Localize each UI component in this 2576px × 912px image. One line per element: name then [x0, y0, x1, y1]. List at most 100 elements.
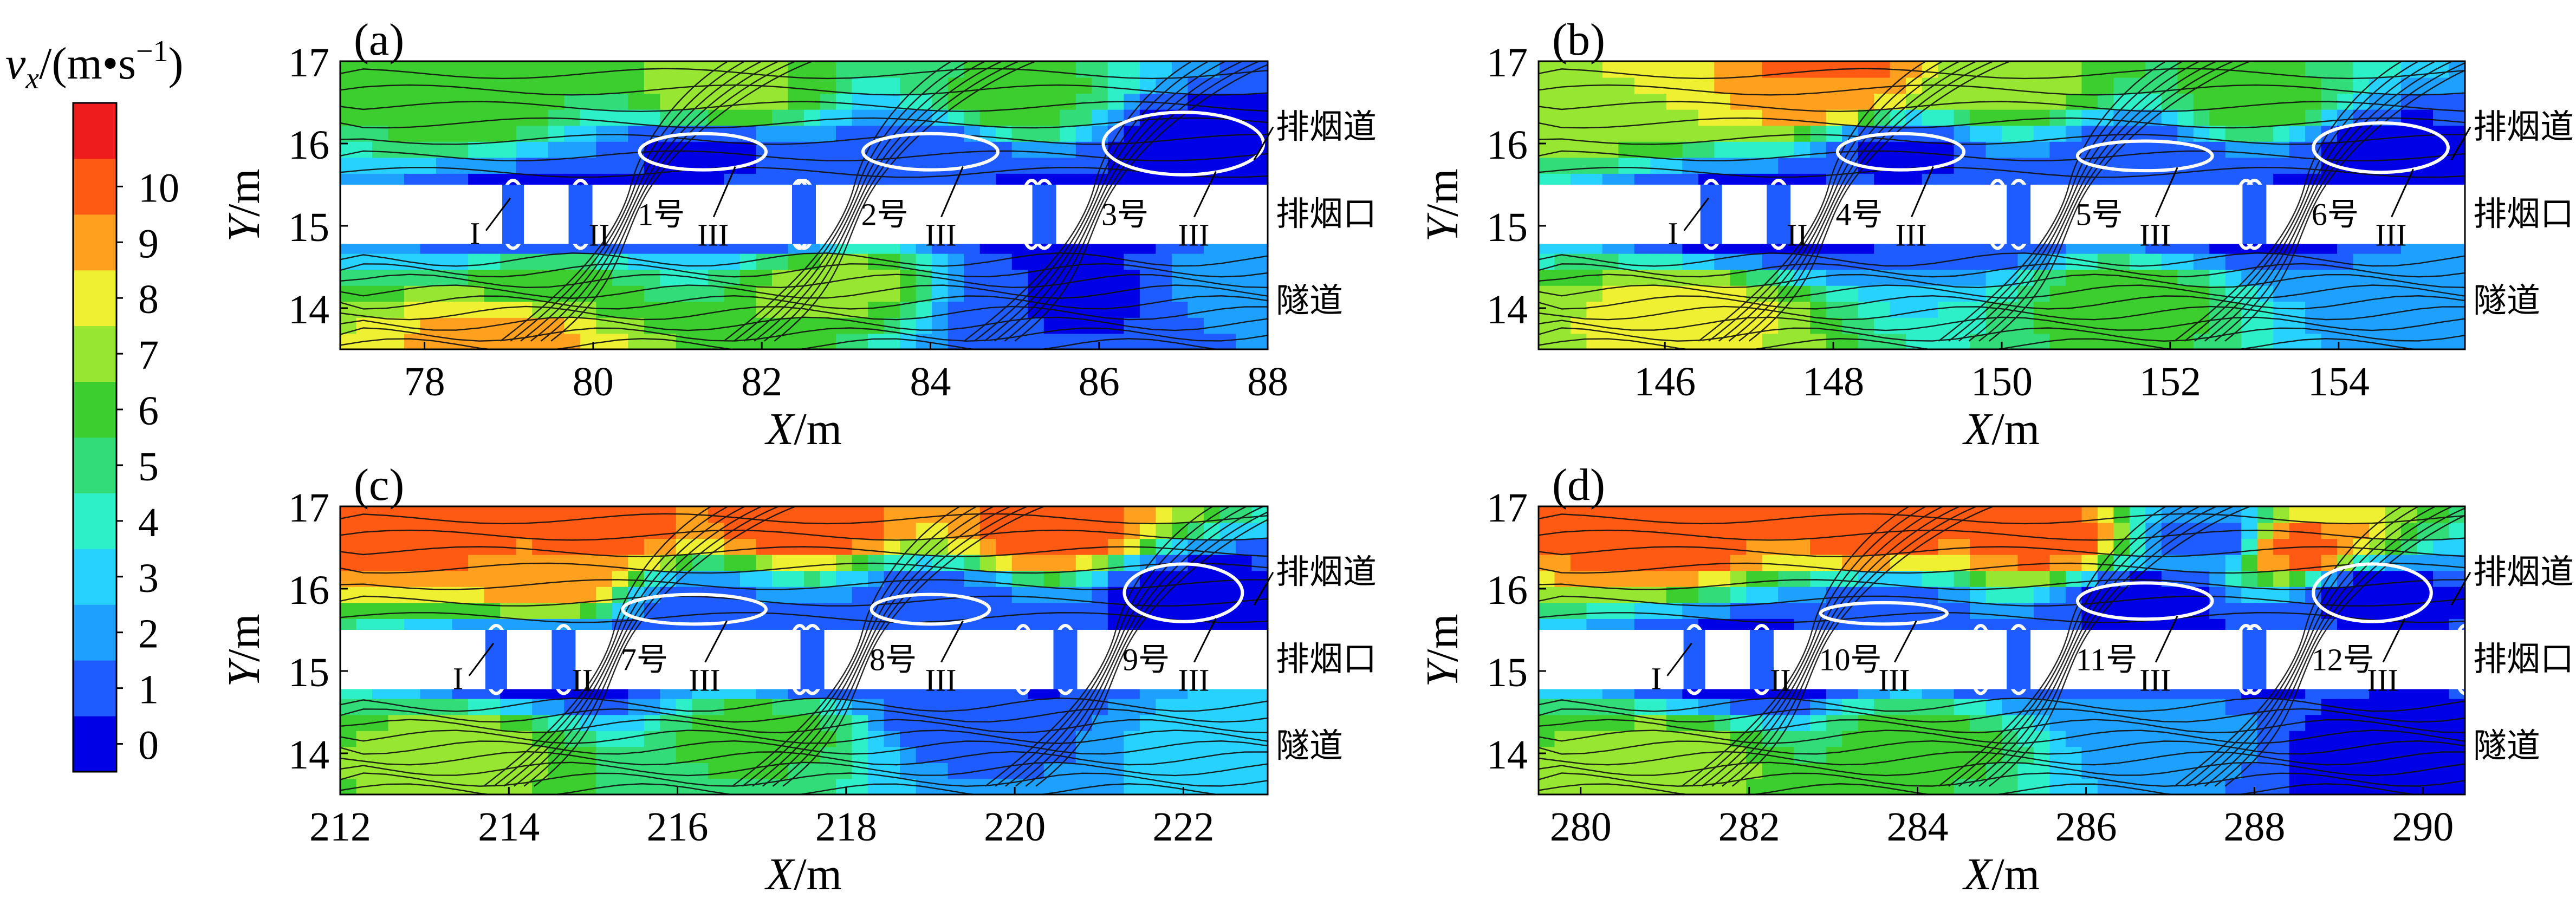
field-cell: [1075, 157, 1093, 174]
field-cell: [788, 570, 804, 587]
field-cell: [1219, 746, 1236, 763]
field-cell: [1539, 61, 1555, 78]
field-cell: [452, 77, 469, 94]
field-cell: [2417, 554, 2434, 571]
field-cell: [724, 778, 741, 794]
field-cell: [468, 125, 485, 142]
field-cell: [2257, 333, 2274, 349]
field-cell: [2353, 285, 2370, 302]
field-cell: [1602, 778, 1619, 794]
field-cell: [580, 125, 597, 142]
zone-label-vent: 排烟口: [2473, 641, 2574, 678]
field-cell: [1060, 109, 1076, 126]
field-cell: [1618, 746, 1635, 763]
field-cell: [2337, 714, 2354, 731]
field-cell: [1698, 61, 1715, 78]
field-cell: [996, 333, 1013, 349]
field-cell: [1730, 93, 1747, 110]
field-cell: [868, 93, 885, 110]
streamline: [1005, 506, 1247, 787]
field-cell: [820, 285, 837, 302]
field-cell: [2385, 253, 2402, 270]
field-cell: [1794, 125, 1811, 142]
x-tick-label: 154: [2308, 359, 2370, 405]
x-tick-label: 284: [1887, 804, 1949, 850]
field-cell: [1714, 333, 1731, 349]
vent-number-label: 5号: [2076, 197, 2123, 232]
field-cell: [516, 157, 533, 174]
field-cell: [1778, 141, 1795, 158]
field-cell: [1714, 602, 1731, 619]
streamline: [1938, 61, 2166, 342]
streamline: [1539, 513, 2465, 525]
field-cell: [2002, 269, 2019, 286]
leader-line: [712, 166, 736, 218]
field-cell: [996, 746, 1013, 763]
streamline: [534, 506, 796, 787]
field-cell: [788, 77, 804, 94]
field-cell: [979, 714, 997, 731]
field-cell: [2145, 317, 2162, 334]
field-cell: [1746, 253, 1763, 270]
vent-number-label: 4号: [1836, 197, 1883, 232]
field-cell: [452, 602, 469, 619]
vent-number-label: 9号: [1122, 642, 1170, 678]
field-cell: [804, 570, 821, 587]
field-cell: [964, 141, 981, 158]
streamline: [340, 595, 1268, 607]
field-cell: [580, 730, 597, 747]
field-cell: [420, 109, 437, 126]
field-cell: [2385, 506, 2402, 523]
streamline: [2224, 69, 2465, 342]
field-cell: [404, 109, 421, 126]
field-cell: [692, 93, 709, 110]
field-cell: [1124, 730, 1140, 747]
field-cell: [404, 554, 421, 571]
field-cell: [1251, 714, 1268, 731]
streamline: [523, 506, 779, 787]
field-cell: [500, 333, 517, 349]
streamline: [1539, 101, 2465, 112]
field-cell: [948, 746, 965, 763]
field-cell: [836, 141, 853, 158]
field-cell: [2065, 301, 2082, 318]
field-cell: [1156, 730, 1172, 747]
field-cell: [1922, 778, 1939, 794]
field-cell: [1060, 333, 1076, 349]
field-cell: [2002, 586, 2019, 603]
field-cell: [1714, 714, 1731, 731]
field-cell: [612, 506, 629, 523]
field-cell: [356, 538, 373, 555]
colorbar-band: [73, 716, 116, 772]
field-cell: [1954, 602, 1971, 619]
field-cell: [2225, 698, 2242, 715]
streamline: [1025, 511, 1268, 787]
streamlines: [1539, 61, 2465, 349]
field-cell: [1235, 77, 1253, 94]
field-cell: [916, 61, 933, 78]
field-cell: [2449, 301, 2465, 318]
field-cell: [2049, 93, 2066, 110]
field-cell: [468, 317, 485, 334]
y-tick-label: 16: [1487, 568, 1528, 613]
field-cell: [1188, 570, 1204, 587]
leader-line: [2391, 168, 2414, 218]
field-cell: [1985, 77, 2002, 94]
field-cell: [2065, 778, 2082, 794]
zone-label-tunnel: 隧道: [1276, 728, 1343, 765]
field-cell: [1682, 141, 1699, 158]
field-cell: [420, 125, 437, 142]
field-cell: [739, 554, 757, 571]
field-cell: [2337, 333, 2354, 349]
field-cell: [1746, 125, 1763, 142]
x-tick-label: 220: [984, 804, 1046, 850]
field-cell: [2002, 554, 2019, 571]
field-cell: [1874, 698, 1891, 715]
field-cell: [404, 269, 421, 286]
field-cell: [468, 762, 485, 779]
field-cell: [676, 762, 693, 779]
streamline: [1539, 273, 2465, 289]
field-cell: [404, 61, 421, 78]
colorbar-band: [73, 270, 116, 327]
